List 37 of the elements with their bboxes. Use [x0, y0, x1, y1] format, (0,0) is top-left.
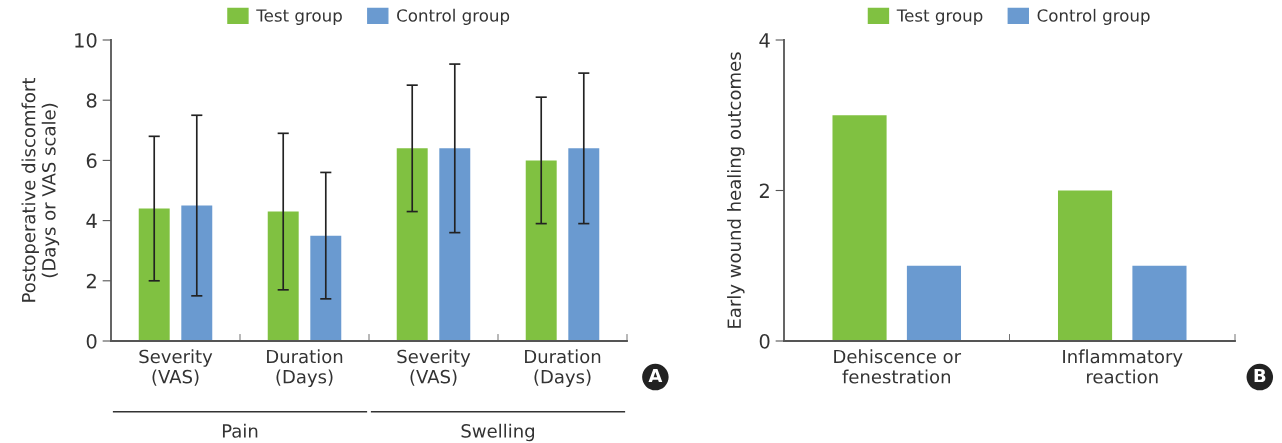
text: B: [1254, 368, 1266, 383]
y-tick-label: 0: [759, 333, 770, 349]
x-tick-label: Inflammatory reaction: [1063, 349, 1183, 384]
text: Pain: [222, 423, 258, 438]
legend-label: Control group: [1037, 8, 1150, 25]
x-tick-label: Dehiscence or fenestration: [834, 349, 962, 384]
bar: [267, 211, 299, 341]
x-tick-label: Severity (VAS): [139, 349, 213, 386]
bar: [439, 148, 471, 341]
x-tick-label: Duration (Days): [525, 349, 601, 388]
y-tick-label: 2: [86, 273, 96, 289]
y-tick-label: 6: [86, 153, 97, 169]
text: A: [648, 368, 663, 383]
bar: [1057, 190, 1113, 341]
bar: [1132, 265, 1187, 341]
bar: [525, 160, 557, 341]
y-tick-label: 4: [86, 213, 97, 228]
legend-label: Control group: [397, 8, 510, 25]
bar: [906, 265, 962, 341]
y-tick-label: 0: [86, 333, 97, 349]
x-tick-label: Duration (Days): [267, 349, 343, 388]
legend-label: Test group: [256, 9, 342, 25]
legend-label: Test group: [896, 9, 983, 25]
bar: [396, 148, 428, 341]
bar: [568, 148, 600, 341]
y-axis-title: Postoperative discomfort (Days or VAS scale): [21, 78, 60, 302]
text: Swelling: [461, 423, 534, 442]
y-tick-label: 4: [759, 33, 770, 48]
y-tick-label: 8: [86, 93, 97, 108]
bar: [138, 208, 170, 341]
bar: [832, 115, 887, 341]
y-axis-title: Early wound healing outcomes: [727, 52, 745, 328]
x-tick-label: Severity (VAS): [397, 349, 471, 386]
bar: [310, 235, 342, 341]
y-tick-label: 10: [75, 32, 97, 48]
bar: [181, 205, 213, 341]
y-tick-label: 2: [759, 183, 769, 198]
